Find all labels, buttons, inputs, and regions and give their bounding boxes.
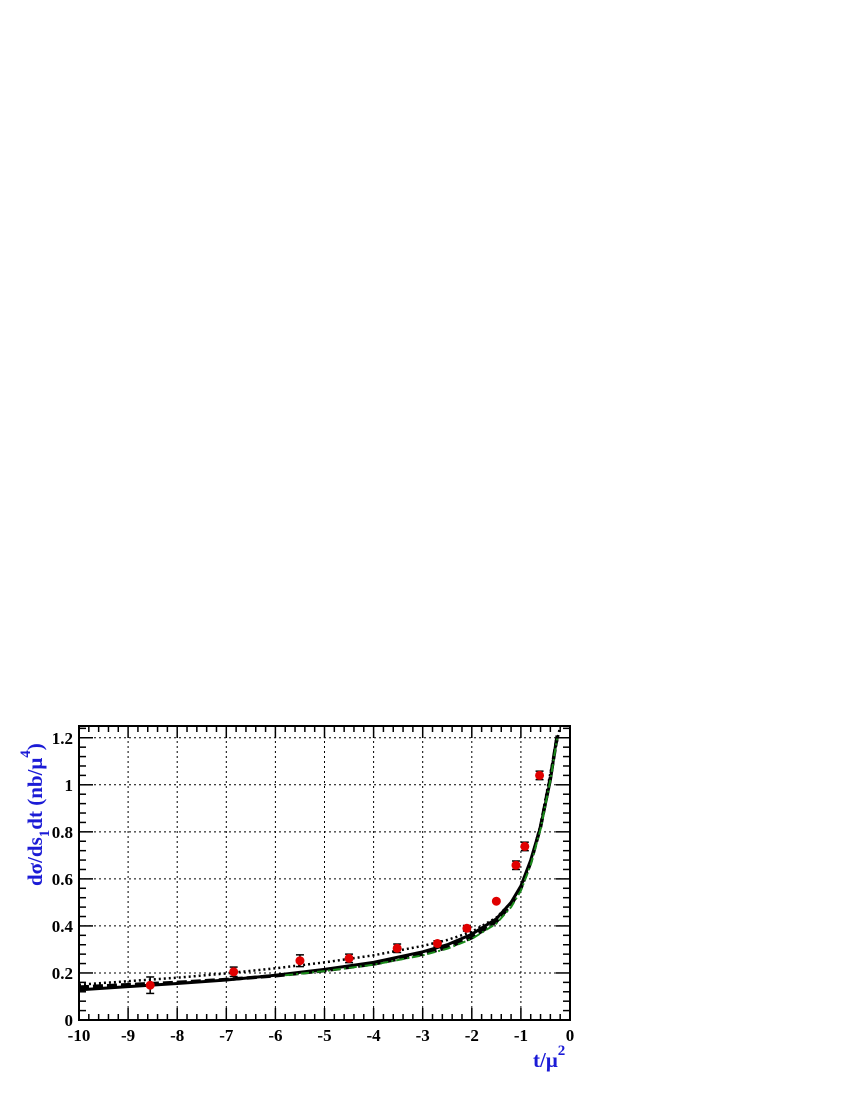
data-point [462,923,472,933]
x-tick-label: -7 [219,1026,234,1045]
data-marker [511,860,521,870]
x-tick-label: -8 [170,1026,184,1045]
data-point [392,943,402,954]
data-marker [432,939,442,949]
data-marker [145,980,155,990]
y-tick-label: 0.2 [52,964,73,983]
data-point [295,954,305,968]
data-marker [491,896,501,906]
data-points [145,770,545,995]
data-point [520,841,530,852]
y-tick-label: 0.8 [52,823,73,842]
data-marker [462,923,472,933]
tick-labels: -10 -9 -8 -7 -6 -5 -4 -3 -2 -1 000.20.40.60.811.2 [52,729,575,1045]
data-point [344,953,354,964]
y-tick-label: 0 [65,1011,74,1030]
data-point [432,939,442,949]
curve-dashed [78,732,560,989]
grid [79,726,570,1020]
data-marker [520,841,530,851]
data-point [511,860,521,871]
axis-ticks [78,726,571,1021]
data-point [229,966,239,978]
x-tick-label: -4 [367,1026,382,1045]
data-marker [392,943,402,953]
x-tick-label: -10 [68,1026,91,1045]
x-tick-label: -2 [465,1026,479,1045]
y-tick-label: 0.6 [52,870,73,889]
x-tick-label: -1 [514,1026,528,1045]
x-axis-title: t/μ2 [533,1043,565,1072]
data-marker [344,953,354,963]
data-marker [535,770,545,780]
curve-dash-dot [285,737,559,977]
data-marker [229,967,239,977]
x-tick-label: 0 [566,1026,575,1045]
x-tick-label: -6 [268,1026,282,1045]
y-tick-label: 1.2 [52,729,73,748]
x-tick-label: -3 [416,1026,430,1045]
y-axis-title: dσ/ds1dt (nb/μ4) [18,743,53,886]
data-point [491,896,501,906]
data-point [535,770,545,781]
data-marker [295,956,305,966]
curve-dotted [78,725,562,986]
data-point [145,976,155,995]
y-tick-label: 0.4 [52,917,74,936]
curve-solid [78,739,558,992]
y-tick-label: 1 [65,776,74,795]
curves [78,725,562,992]
x-tick-label: -9 [121,1026,135,1045]
x-tick-label: -5 [317,1026,331,1045]
